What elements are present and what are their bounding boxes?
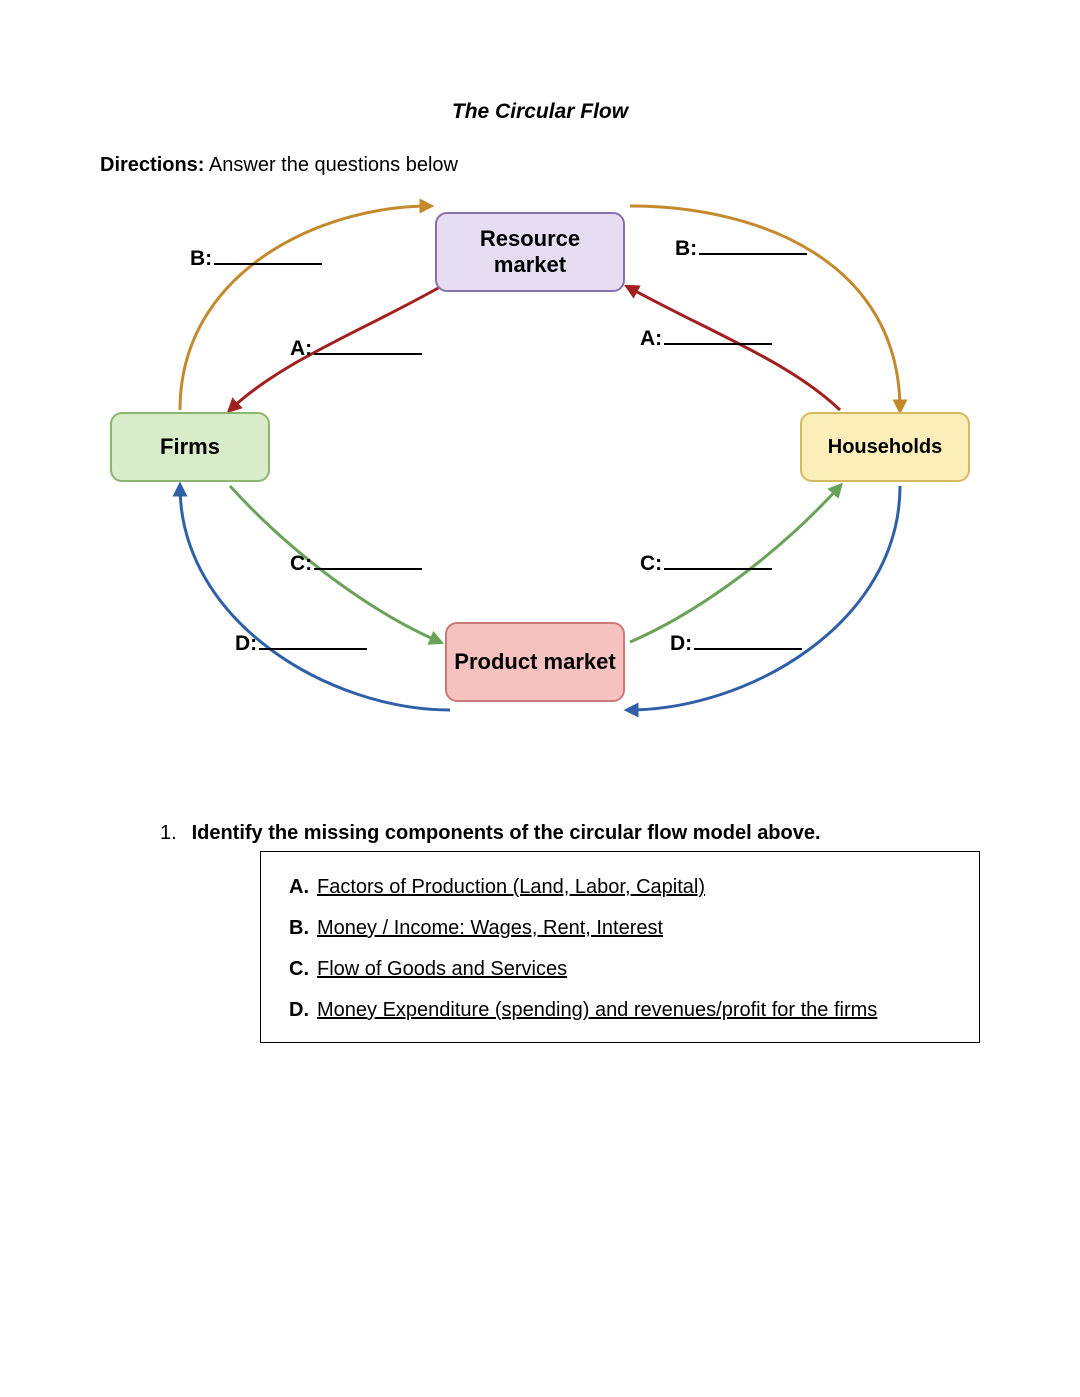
circular-flow-diagram: Resource market Firms Households Product ma… <box>100 192 980 752</box>
blank-line <box>314 568 422 570</box>
node-product-label: Product market <box>450 645 619 679</box>
arrow-d_left <box>180 486 450 710</box>
answer-letter: A. <box>289 876 317 899</box>
directions-text: Answer the questions below <box>204 154 458 176</box>
blank-letter: B: <box>190 247 212 270</box>
blank-label-B_right: B: <box>675 237 807 261</box>
blank-line <box>694 648 802 650</box>
node-resource-label: Resource market <box>437 222 623 283</box>
blank-label-A_right: A: <box>640 327 772 351</box>
blank-letter: C: <box>640 552 662 575</box>
blank-letter: B: <box>675 237 697 260</box>
question-number: 1. <box>160 822 186 845</box>
node-households: Households <box>800 412 970 482</box>
node-resource: Resource market <box>435 212 625 292</box>
blank-label-C_right: C: <box>640 552 772 576</box>
answer-value: Flow of Goods and Services <box>317 958 567 980</box>
arrow-b_left <box>180 206 430 410</box>
answer-value: Factors of Production (Land, Labor, Capi… <box>317 876 705 898</box>
answer-value: Money Expenditure (spending) and revenue… <box>317 999 877 1021</box>
answer-value: Money / Income: Wages, Rent, Interest <box>317 917 663 939</box>
blank-line <box>664 568 772 570</box>
blank-line <box>664 343 772 345</box>
answer-letter: C. <box>289 958 317 981</box>
blank-letter: C: <box>290 552 312 575</box>
blank-letter: D: <box>670 632 692 655</box>
blank-line <box>314 353 422 355</box>
node-firms-label: Firms <box>156 430 224 464</box>
answer-letter: B. <box>289 917 317 940</box>
node-firms: Firms <box>110 412 270 482</box>
answer-row-A: A.Factors of Production (Land, Labor, Ca… <box>289 876 951 899</box>
blank-label-A_left: A: <box>290 337 422 361</box>
blank-line <box>214 263 322 265</box>
answer-letter: D. <box>289 999 317 1022</box>
arrow-d_right <box>628 486 900 710</box>
worksheet-page: The Circular Flow Directions: Answer the… <box>0 0 1080 1103</box>
question-text: Identify the missing components of the c… <box>192 822 821 844</box>
answer-row-B: B.Money / Income: Wages, Rent, Interest <box>289 917 951 940</box>
blank-letter: A: <box>640 327 662 350</box>
answer-row-C: C.Flow of Goods and Services <box>289 958 951 981</box>
node-households-label: Households <box>824 431 946 463</box>
answer-box: A.Factors of Production (Land, Labor, Ca… <box>260 851 980 1043</box>
directions-line: Directions: Answer the questions below <box>100 154 980 177</box>
blank-label-D_right: D: <box>670 632 802 656</box>
blank-label-D_left: D: <box>235 632 367 656</box>
blank-line <box>699 253 807 255</box>
question-1: 1. Identify the missing components of th… <box>160 822 980 1043</box>
blank-line <box>259 648 367 650</box>
directions-label: Directions: <box>100 154 204 176</box>
node-product: Product market <box>445 622 625 702</box>
blank-letter: D: <box>235 632 257 655</box>
blank-letter: A: <box>290 337 312 360</box>
blank-label-B_left: B: <box>190 247 322 271</box>
answer-row-D: D.Money Expenditure (spending) and reven… <box>289 999 951 1022</box>
page-title: The Circular Flow <box>100 100 980 124</box>
blank-label-C_left: C: <box>290 552 422 576</box>
